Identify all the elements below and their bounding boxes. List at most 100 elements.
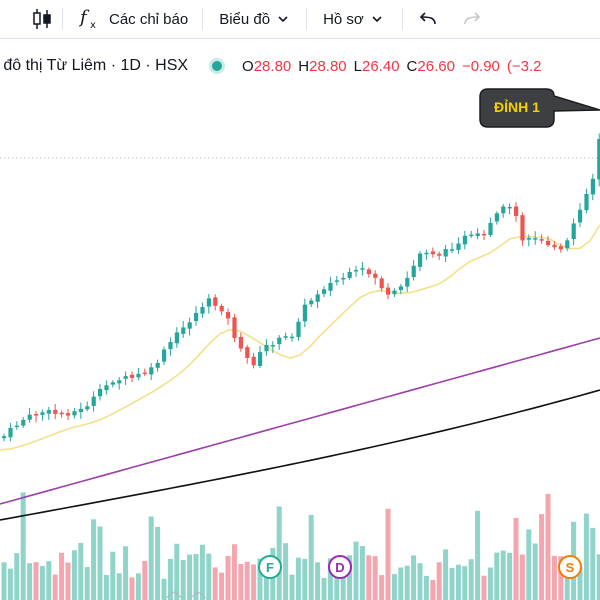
- volume-bar: [500, 550, 506, 600]
- candle-body: [14, 425, 19, 428]
- volume-bar: [33, 562, 39, 600]
- volume-bar: [391, 574, 397, 600]
- open-value: 28.80: [253, 57, 292, 75]
- candle-body: [341, 277, 346, 280]
- volume-bar: [231, 544, 237, 600]
- candle-body: [66, 413, 71, 416]
- volume-bar: [161, 578, 167, 600]
- volume-bar: [244, 561, 250, 600]
- candle-body: [181, 327, 186, 334]
- volume-bar: [359, 546, 365, 600]
- candle-body: [366, 269, 371, 275]
- indicators-label: Các chỉ báo: [109, 10, 189, 28]
- volume-bar: [462, 566, 468, 600]
- candle-body: [315, 294, 320, 302]
- candle-body: [360, 268, 365, 270]
- candle-body: [59, 412, 64, 415]
- candle-body: [155, 362, 160, 368]
- volume-bar: [449, 567, 455, 600]
- redo-button[interactable]: [453, 0, 491, 38]
- volume-bar: [347, 555, 353, 600]
- volume-bar: [321, 577, 327, 600]
- candle-body: [494, 213, 499, 222]
- volume-bar: [577, 567, 583, 600]
- candle-body: [226, 312, 231, 319]
- candle-body: [283, 336, 288, 338]
- peak-callout[interactable]: ĐỈNH 1: [479, 88, 600, 128]
- profile-menu-button[interactable]: Hồ sơ: [307, 0, 402, 38]
- volume-bar: [398, 567, 404, 600]
- undo-button[interactable]: [403, 0, 453, 38]
- event-marker-label: D: [335, 560, 344, 575]
- volume-bar: [564, 563, 570, 600]
- candle-body: [507, 206, 512, 209]
- volume-bar: [430, 579, 436, 600]
- candle-body: [488, 222, 493, 235]
- volume-bar: [251, 564, 257, 600]
- candle-body: [347, 271, 352, 278]
- candle-body: [552, 244, 557, 248]
- volume-bar: [545, 493, 551, 600]
- volume-bar: [487, 567, 493, 600]
- profile-menu-label: Hồ sơ: [323, 10, 364, 28]
- candle-body: [110, 382, 115, 385]
- candle-body: [571, 223, 576, 240]
- volume-bar: [558, 556, 564, 600]
- ohlc-values: O28.80 H28.80 L26.40 C26.60 −0.90 (−3.2: [242, 58, 548, 75]
- candle-body: [187, 322, 192, 329]
- volume-bar: [123, 546, 129, 600]
- volume-bar: [39, 565, 45, 600]
- candle-body: [546, 240, 551, 246]
- volume-bar: [340, 560, 346, 600]
- candle-body: [309, 300, 314, 305]
- candle-body: [520, 215, 525, 241]
- symbol-title[interactable]: n đô thị Từ Liêm · 1D · HSX: [0, 57, 189, 74]
- volume-bar: [315, 562, 321, 600]
- candle-body: [2, 436, 7, 439]
- candle-body: [245, 347, 250, 358]
- candle-body: [418, 253, 423, 267]
- volume-bar: [475, 510, 481, 600]
- candle-body: [72, 411, 77, 416]
- volume-bar: [65, 562, 71, 600]
- indicators-button[interactable]: f x Các chỉ báo: [63, 0, 202, 38]
- candle-body: [533, 238, 538, 240]
- candle-body: [443, 249, 448, 257]
- candle-body: [354, 269, 359, 272]
- volume-bar: [302, 558, 308, 600]
- chart-menu-button[interactable]: Biểu đồ: [203, 0, 306, 38]
- candle-body: [34, 414, 39, 416]
- candle-body: [328, 282, 333, 291]
- price-chart[interactable]: ĐỈNH 1 F D S: [0, 80, 600, 600]
- low-value: 26.40: [362, 57, 400, 75]
- candle-body: [174, 332, 179, 344]
- volume-bar: [443, 549, 449, 600]
- event-marker-s: [558, 555, 582, 579]
- candle-body: [386, 287, 391, 295]
- candle-body: [424, 252, 429, 255]
- volume-bar: [283, 543, 289, 600]
- candle-body: [98, 389, 103, 397]
- candle-body: [130, 374, 135, 378]
- chart-type-button[interactable]: [0, 0, 62, 38]
- ma-mid-line: [0, 337, 600, 505]
- high-value: 28.80: [309, 57, 347, 75]
- candle-body: [40, 412, 45, 415]
- volume-bar: [7, 568, 13, 600]
- candle-body: [238, 336, 243, 349]
- volume-bar: [91, 519, 97, 600]
- volume-bar: [385, 508, 391, 600]
- volume-bar: [404, 565, 410, 600]
- volume-bar: [142, 560, 148, 600]
- volume-bar: [295, 557, 301, 600]
- toolbar-divider: [401, 8, 403, 30]
- fx-icon: f x: [79, 7, 96, 31]
- candle-body: [296, 321, 301, 338]
- svg-text:x: x: [90, 20, 96, 31]
- volume-bar: [455, 564, 461, 600]
- candle-body: [501, 206, 506, 214]
- volume-bar: [155, 526, 161, 600]
- candle-body: [168, 342, 173, 350]
- redo-icon: [463, 12, 480, 25]
- market-status-dot[interactable]: [212, 61, 223, 71]
